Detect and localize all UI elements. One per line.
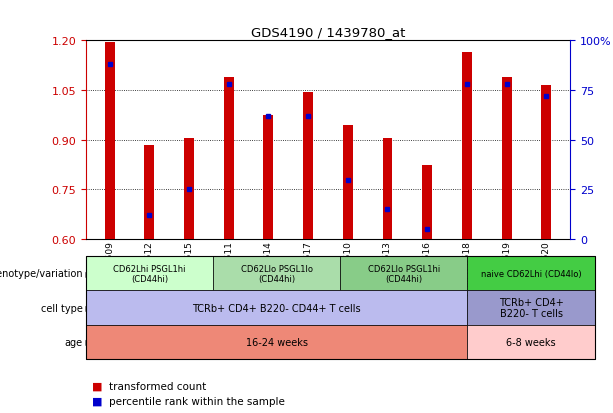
Text: CD62Lhi PSGL1hi
(CD44hi): CD62Lhi PSGL1hi (CD44hi): [113, 264, 186, 283]
Text: cell type: cell type: [41, 303, 83, 313]
Text: CD62Llo PSGL1hi
(CD44hi): CD62Llo PSGL1hi (CD44hi): [368, 264, 440, 283]
Text: transformed count: transformed count: [109, 381, 207, 391]
Bar: [224, 78, 234, 240]
Bar: [541, 86, 551, 240]
Bar: [462, 53, 472, 240]
Bar: [145, 145, 154, 240]
Bar: [343, 126, 352, 240]
Text: genotype/variation: genotype/variation: [0, 268, 83, 279]
Bar: [303, 93, 313, 240]
Text: percentile rank within the sample: percentile rank within the sample: [109, 396, 285, 406]
Text: 6-8 weeks: 6-8 weeks: [506, 337, 556, 347]
Text: 16-24 weeks: 16-24 weeks: [246, 337, 308, 347]
Bar: [501, 78, 511, 240]
Bar: [264, 116, 273, 240]
Text: ▶: ▶: [85, 269, 92, 278]
Text: naive CD62Lhi (CD44lo): naive CD62Lhi (CD44lo): [481, 269, 581, 278]
Text: CD62Llo PSGL1lo
(CD44hi): CD62Llo PSGL1lo (CD44hi): [241, 264, 313, 283]
Bar: [422, 165, 432, 240]
Text: ■: ■: [92, 396, 102, 406]
Bar: [383, 139, 392, 240]
Text: TCRb+ CD4+ B220- CD44+ T cells: TCRb+ CD4+ B220- CD44+ T cells: [192, 303, 361, 313]
Text: TCRb+ CD4+
B220- T cells: TCRb+ CD4+ B220- T cells: [498, 297, 563, 319]
Bar: [184, 139, 194, 240]
Text: ▶: ▶: [85, 338, 92, 347]
Bar: [105, 43, 115, 240]
Title: GDS4190 / 1439780_at: GDS4190 / 1439780_at: [251, 26, 405, 39]
Text: ▶: ▶: [85, 304, 92, 312]
Text: ■: ■: [92, 381, 102, 391]
Text: age: age: [64, 337, 83, 347]
